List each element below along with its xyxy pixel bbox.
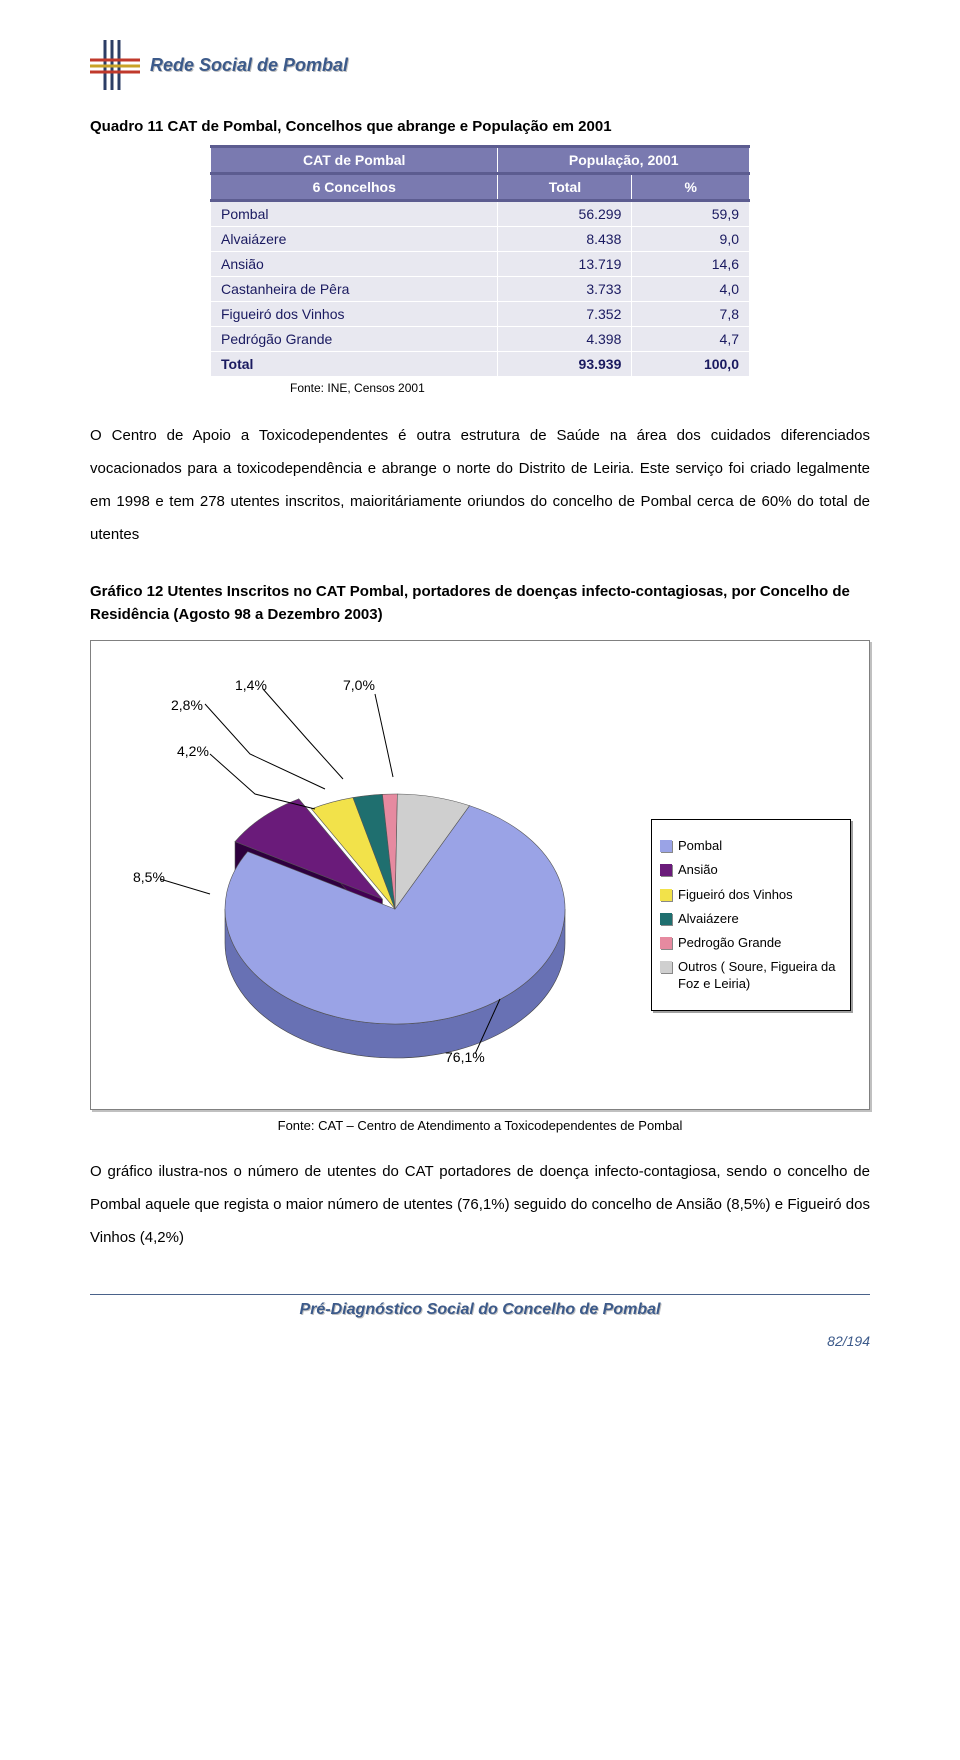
chart-container: 1,4% 2,8% 4,2% 7,0% 8,5% 76,1% Pombal An… (90, 640, 870, 1110)
th-pct: % (632, 174, 750, 201)
callout-4-2: 4,2% (177, 743, 209, 759)
pie-chart (155, 699, 575, 1059)
cell-pct: 14,6 (632, 252, 750, 277)
cell-val: 7.352 (498, 302, 632, 327)
legend-swatch-icon (660, 913, 672, 925)
paragraph-2: O gráfico ilustra-nos o número de utente… (90, 1155, 870, 1254)
callout-8-5: 8,5% (133, 869, 165, 885)
legend-item: Outros ( Soure, Figueira da Foz e Leiria… (660, 959, 842, 992)
legend-label: Outros ( Soure, Figueira da Foz e Leiria… (678, 959, 842, 992)
legend-label: Figueiró dos Vinhos (678, 887, 793, 903)
cell-val: 8.438 (498, 227, 632, 252)
cell-label: Alvaiázere (211, 227, 498, 252)
page-header: Rede Social de Pombal (90, 40, 870, 90)
footer-divider (90, 1294, 870, 1295)
cell-label: Pombal (211, 201, 498, 227)
table-title: Quadro 11 CAT de Pombal, Concelhos que a… (90, 118, 870, 135)
population-table: CAT de Pombal População, 2001 6 Concelho… (210, 145, 750, 377)
legend-swatch-icon (660, 840, 672, 852)
legend-label: Alvaiázere (678, 911, 739, 927)
chart-title: Gráfico 12 Utentes Inscritos no CAT Pomb… (90, 581, 870, 626)
cell-val: 56.299 (498, 201, 632, 227)
legend-swatch-icon (660, 889, 672, 901)
footer-title: Pré-Diagnóstico Social do Concelho de Po… (90, 1301, 870, 1319)
th-concelhos: 6 Concelhos (211, 174, 498, 201)
callout-76-1: 76,1% (445, 1049, 485, 1065)
cell-label: Ansião (211, 252, 498, 277)
legend-label: Pedrogão Grande (678, 935, 781, 951)
logo-icon (90, 40, 140, 90)
th-total: Total (498, 174, 632, 201)
cell-val: 3.733 (498, 277, 632, 302)
chart-source: Fonte: CAT – Centro de Atendimento a Tox… (90, 1118, 870, 1133)
cell-total-label: Total (211, 352, 498, 377)
legend-swatch-icon (660, 961, 672, 973)
cell-total-val: 93.939 (498, 352, 632, 377)
th-pop: População, 2001 (498, 147, 750, 174)
cell-pct: 59,9 (632, 201, 750, 227)
callout-2-8: 2,8% (171, 697, 203, 713)
header-title: Rede Social de Pombal (150, 55, 348, 76)
th-cat: CAT de Pombal (211, 147, 498, 174)
chart-legend: Pombal Ansião Figueiró dos Vinhos Alvaiá… (651, 819, 851, 1011)
cell-label: Figueiró dos Vinhos (211, 302, 498, 327)
legend-swatch-icon (660, 937, 672, 949)
legend-item: Ansião (660, 862, 842, 878)
legend-swatch-icon (660, 864, 672, 876)
chart-inner: 1,4% 2,8% 4,2% 7,0% 8,5% 76,1% Pombal An… (115, 659, 845, 1091)
cell-label: Pedrógão Grande (211, 327, 498, 352)
cell-pct: 4,7 (632, 327, 750, 352)
legend-item: Pombal (660, 838, 842, 854)
legend-item: Pedrogão Grande (660, 935, 842, 951)
callout-7-0: 7,0% (343, 677, 375, 693)
page-number: 82/194 (90, 1333, 870, 1349)
page-container: Rede Social de Pombal Quadro 11 CAT de P… (0, 0, 960, 1379)
cell-val: 13.719 (498, 252, 632, 277)
cell-val: 4.398 (498, 327, 632, 352)
cell-label: Castanheira de Pêra (211, 277, 498, 302)
cell-pct: 9,0 (632, 227, 750, 252)
cell-total-pct: 100,0 (632, 352, 750, 377)
paragraph-1: O Centro de Apoio a Toxicodependentes é … (90, 419, 870, 551)
legend-label: Ansião (678, 862, 718, 878)
cell-pct: 4,0 (632, 277, 750, 302)
cell-pct: 7,8 (632, 302, 750, 327)
legend-label: Pombal (678, 838, 722, 854)
table-source: Fonte: INE, Censos 2001 (290, 381, 870, 395)
legend-item: Figueiró dos Vinhos (660, 887, 842, 903)
legend-item: Alvaiázere (660, 911, 842, 927)
callout-1-4: 1,4% (235, 677, 267, 693)
